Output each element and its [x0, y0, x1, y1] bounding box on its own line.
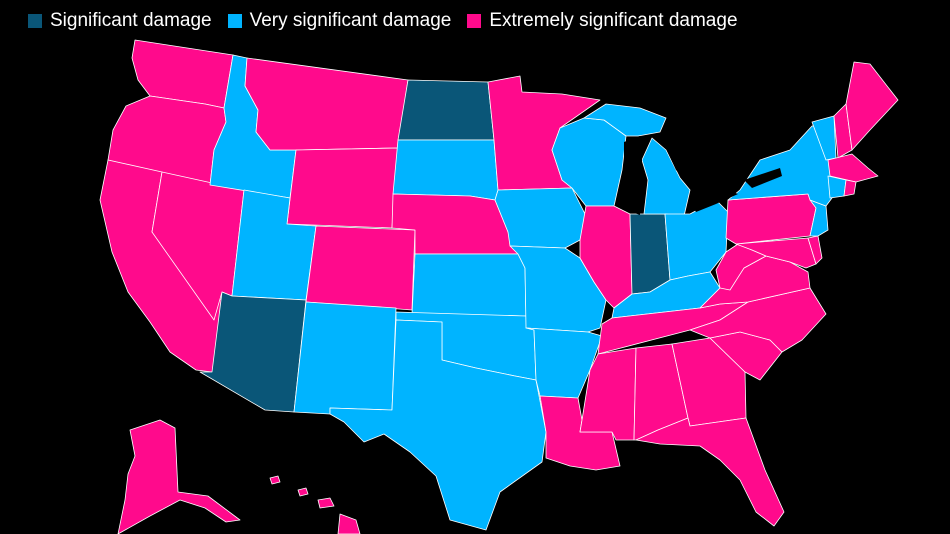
state-ak [117, 419, 241, 534]
state-tx [329, 319, 547, 531]
state-hi-maui [317, 497, 335, 509]
state-wi [551, 117, 627, 207]
legend-item-very-significant: Very significant damage [227, 9, 452, 33]
state-hi-big [337, 513, 361, 534]
state-in [629, 213, 671, 295]
legend-item-extremely-significant: Extremely significant damage [467, 9, 738, 33]
state-sd [392, 139, 499, 201]
legend: Significant damage Very significant dama… [28, 8, 738, 34]
legend-label-extremely-significant: Extremely significant damage [489, 10, 738, 31]
legend-label-significant: Significant damage [50, 10, 212, 31]
state-co [305, 225, 416, 311]
state-de [807, 235, 823, 265]
legend-swatch-extremely-significant [467, 14, 482, 28]
state-fl [635, 417, 785, 527]
state-ks [411, 253, 527, 317]
state-nd [397, 79, 495, 141]
legend-swatch-very-significant [227, 14, 242, 28]
state-me [845, 61, 899, 151]
lake-michigan [624, 136, 642, 215]
legend-swatch-significant [28, 14, 42, 28]
state-pa [725, 193, 817, 245]
lake-ontario [744, 168, 782, 188]
state-ma [827, 153, 879, 183]
state-il [579, 205, 633, 309]
state-wy [286, 147, 399, 229]
lake-huron [660, 136, 692, 182]
state-mt [244, 57, 409, 151]
state-ri [843, 179, 857, 197]
state-mi-upper [583, 103, 667, 137]
state-la [539, 395, 621, 471]
state-hi-oahu [297, 487, 309, 497]
state-ia [494, 187, 587, 249]
lake-erie [692, 190, 738, 212]
state-ct [827, 175, 847, 199]
legend-label-very-significant: Very significant damage [249, 10, 452, 31]
state-nm [293, 301, 397, 415]
state-mo [509, 245, 607, 333]
legend-item-significant: Significant damage [28, 9, 212, 33]
state-hi-kauai [269, 475, 281, 485]
